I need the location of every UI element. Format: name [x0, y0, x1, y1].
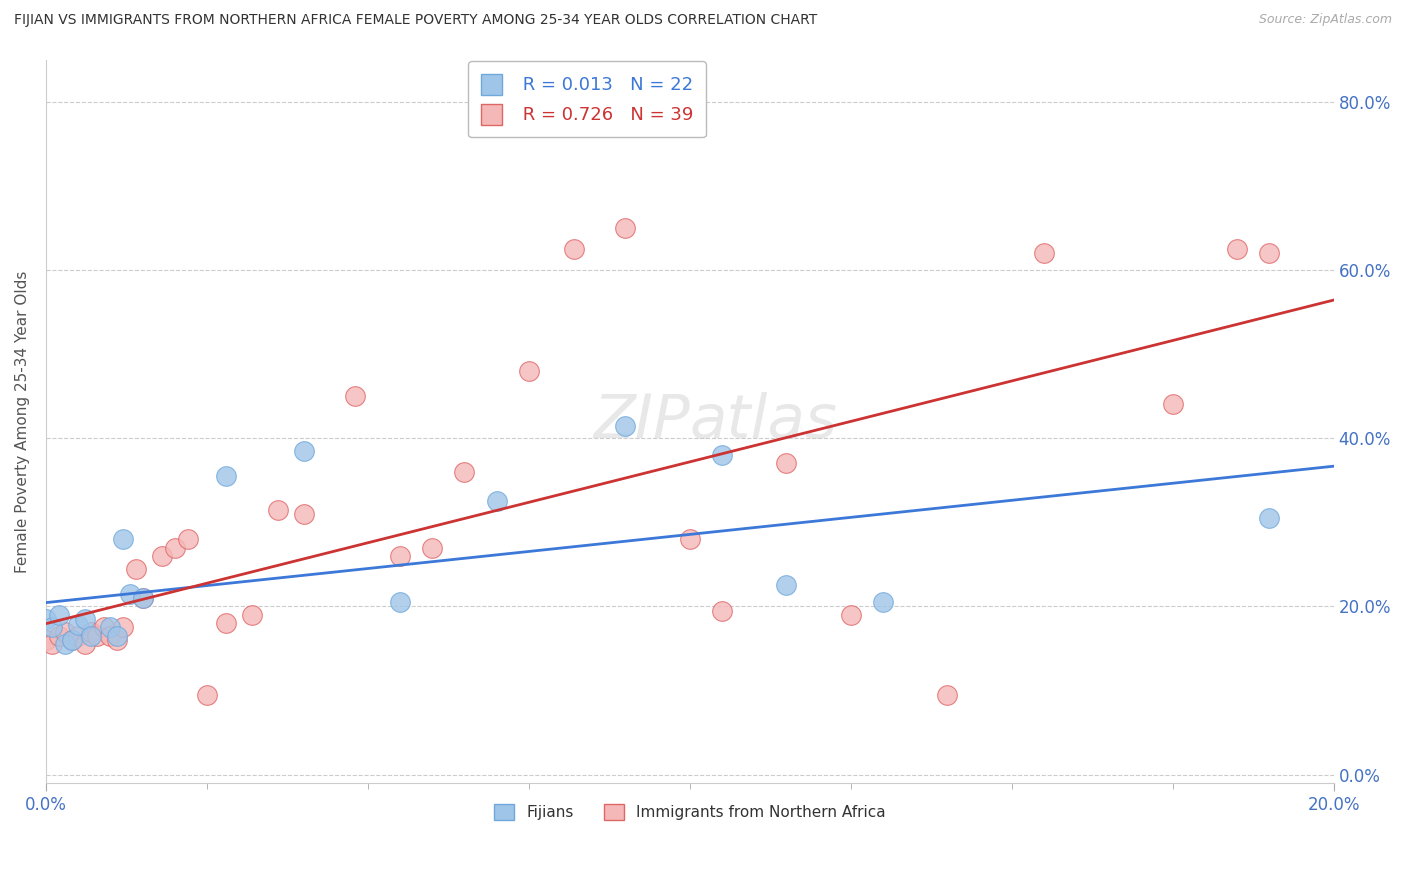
Point: [150, 549, 173, 563]
Point: [131, 591, 153, 605]
Point: [1226, 242, 1249, 256]
Point: [453, 465, 475, 479]
Point: [80, 629, 103, 643]
Point: [41, 620, 63, 634]
Point: [562, 242, 585, 256]
Point: [86, 629, 108, 643]
Text: atlas: atlas: [690, 392, 838, 450]
Point: [1032, 246, 1054, 260]
Point: [872, 595, 894, 609]
Point: [67, 618, 90, 632]
Point: [60, 633, 83, 648]
Point: [679, 532, 702, 546]
Point: [53, 637, 76, 651]
Point: [67, 629, 90, 643]
Point: [48, 607, 70, 622]
Point: [118, 587, 141, 601]
Point: [98, 620, 121, 634]
Point: [420, 541, 443, 555]
Point: [105, 629, 128, 643]
Point: [215, 469, 238, 483]
Point: [389, 595, 412, 609]
Point: [936, 688, 959, 702]
Y-axis label: Female Poverty Among 25-34 Year Olds: Female Poverty Among 25-34 Year Olds: [15, 270, 30, 573]
Point: [48, 629, 70, 643]
Point: [775, 456, 797, 470]
Point: [73, 637, 96, 651]
Legend: Fijians, Immigrants from Northern Africa: Fijians, Immigrants from Northern Africa: [488, 797, 891, 826]
Point: [1161, 397, 1184, 411]
Point: [163, 541, 186, 555]
Point: [485, 494, 508, 508]
Point: [292, 507, 315, 521]
Point: [131, 591, 153, 605]
Point: [240, 607, 263, 622]
Point: [125, 561, 148, 575]
Point: [839, 607, 862, 622]
Point: [98, 629, 121, 643]
Point: [215, 616, 238, 631]
Point: [614, 220, 637, 235]
Point: [93, 620, 115, 634]
Point: [112, 620, 135, 634]
Text: Source: ZipAtlas.com: Source: ZipAtlas.com: [1258, 13, 1392, 27]
Point: [80, 624, 103, 639]
Point: [343, 389, 366, 403]
Point: [1258, 511, 1281, 525]
Point: [112, 532, 135, 546]
Point: [41, 637, 63, 651]
Point: [292, 443, 315, 458]
Point: [53, 624, 76, 639]
Point: [267, 502, 290, 516]
Point: [176, 532, 198, 546]
Point: [60, 633, 83, 648]
Point: [711, 448, 734, 462]
Point: [517, 364, 540, 378]
Point: [35, 633, 58, 648]
Text: FIJIAN VS IMMIGRANTS FROM NORTHERN AFRICA FEMALE POVERTY AMONG 25-34 YEAR OLDS C: FIJIAN VS IMMIGRANTS FROM NORTHERN AFRIC…: [14, 13, 817, 28]
Point: [35, 612, 58, 626]
Point: [105, 633, 128, 648]
Point: [711, 604, 734, 618]
Point: [73, 612, 96, 626]
Point: [195, 688, 218, 702]
Point: [389, 549, 412, 563]
Text: ZIP: ZIP: [593, 392, 690, 450]
Point: [775, 578, 797, 592]
Point: [614, 418, 637, 433]
Point: [1258, 246, 1281, 260]
